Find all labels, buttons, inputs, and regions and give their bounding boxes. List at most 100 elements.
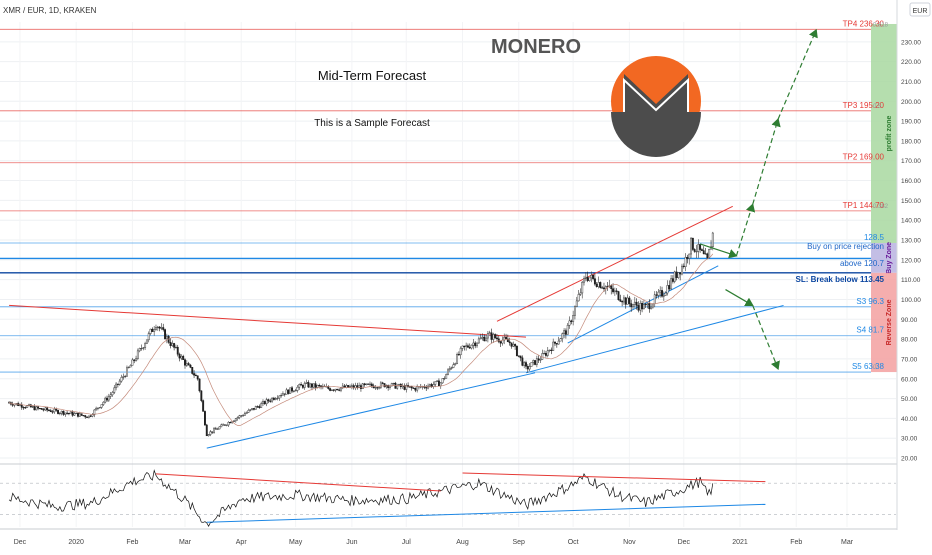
candle-body (702, 250, 705, 254)
candle-body (579, 292, 582, 295)
candle-body (262, 401, 264, 404)
x-tick-label: Apr (236, 539, 248, 546)
candle-body (497, 338, 500, 342)
candle-body (546, 350, 549, 356)
candle-body (477, 338, 480, 344)
candle-body (434, 381, 437, 385)
candle-body (635, 301, 638, 306)
candle-body (410, 386, 413, 389)
grid-layer (0, 22, 896, 527)
candle-body (240, 415, 243, 417)
candle-body (564, 330, 567, 335)
candle-body (138, 348, 141, 352)
candle-body (603, 287, 605, 290)
candle-body (223, 424, 226, 426)
candle-body (688, 253, 691, 259)
candle-body (659, 290, 662, 293)
candle-body (75, 412, 78, 414)
candle-body (476, 342, 478, 347)
candle-body (207, 434, 210, 437)
candle-body (525, 362, 527, 367)
candle-body (48, 409, 50, 411)
candle-body (470, 344, 473, 349)
candle-body (347, 385, 350, 388)
candle-body (700, 249, 703, 251)
candle-body (387, 385, 390, 388)
y-tick-label: 100.00 (901, 297, 921, 304)
currency-badge[interactable]: EUR (909, 2, 931, 17)
y-tick-label: 110.00 (901, 277, 921, 284)
candle-body (519, 355, 522, 359)
candle-body (200, 390, 203, 401)
candle-body (367, 383, 370, 385)
candle-body (592, 274, 595, 279)
candle-body (118, 380, 121, 385)
buy-rejection-label: Buy on price rejection (807, 242, 884, 251)
candle-body (77, 412, 79, 417)
forecast-up-arrow (752, 117, 781, 205)
trendline (496, 205, 733, 322)
x-tick-label: Mar (179, 539, 192, 546)
candle-body (153, 329, 156, 332)
candle-body (632, 304, 634, 308)
candle-body (365, 383, 368, 385)
stop-loss-label: SL: Break below 113.45 (796, 275, 885, 284)
candle-body (392, 382, 395, 385)
candle-body (51, 411, 54, 413)
y-tick-label: 40.00 (901, 416, 918, 423)
x-tick-label: Jun (346, 539, 357, 546)
candle-body (316, 385, 319, 388)
candle-body (561, 333, 564, 339)
candle-body (44, 407, 47, 411)
price-level-label: 128.5 (864, 233, 885, 242)
candle-body (356, 385, 359, 388)
candle-body (173, 343, 176, 348)
currency-badge-text: EUR (913, 8, 928, 15)
candle-body (528, 366, 531, 370)
candle-body (296, 386, 299, 391)
candle-body (104, 397, 107, 403)
x-tick-label: 2020 (68, 539, 84, 546)
candle-body (35, 406, 38, 411)
candle-body (389, 385, 391, 388)
x-tick-label: Feb (126, 539, 138, 546)
candle-body (31, 406, 34, 408)
candle-body (236, 417, 239, 419)
candle-body (479, 337, 482, 340)
candle-body (66, 412, 69, 414)
candle-body (202, 400, 205, 412)
candle-body (590, 274, 593, 279)
candle-body (53, 408, 56, 413)
candle-body (577, 294, 580, 302)
candle-body (372, 385, 375, 389)
candle-body (359, 385, 362, 390)
candle-body (668, 285, 671, 290)
candle-body (523, 362, 526, 366)
trendline (525, 304, 784, 374)
candle-body (690, 237, 692, 255)
candle-body (107, 396, 110, 401)
candle-body (144, 343, 147, 348)
candle-body (430, 384, 433, 387)
candle-body (708, 248, 711, 259)
candle-body (334, 388, 337, 391)
candle-body (666, 285, 669, 294)
candle-body (260, 403, 263, 408)
price-level-label: TP1 144.70 (843, 201, 885, 210)
forecast-layer (699, 28, 818, 370)
candle-body (171, 343, 174, 346)
candle-body (670, 278, 673, 290)
candle-body (238, 415, 241, 418)
fib-ratio-label: 0.382 (873, 204, 889, 210)
candle-body (218, 426, 221, 430)
candle-body (691, 237, 694, 250)
x-tick-label: Dec (678, 539, 691, 546)
candle-body (276, 397, 279, 399)
candle-body (126, 367, 128, 377)
candle-body (376, 387, 379, 389)
oscillator-trendline (155, 473, 441, 492)
candle-body (485, 337, 488, 342)
